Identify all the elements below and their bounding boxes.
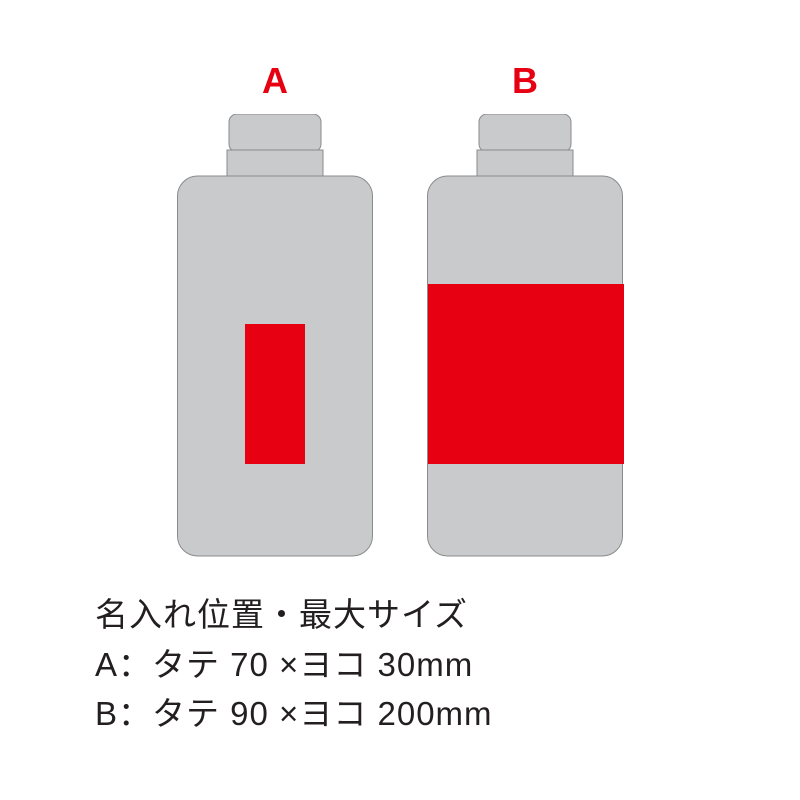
figure-area: A B (0, 0, 800, 580)
bottle-group-a: A (170, 60, 380, 564)
label-a: A (170, 60, 380, 102)
print-area-b (428, 284, 624, 464)
label-b: B (420, 60, 630, 102)
bottle-b-svg (420, 114, 630, 564)
print-area-a (245, 324, 305, 464)
bottle-group-b: B (420, 60, 630, 564)
caption-line-2: A：タテ 70 ×ヨコ 30mm (95, 640, 493, 690)
bottle-a-svg (170, 114, 380, 564)
caption-area: 名入れ位置・最大サイズ A：タテ 70 ×ヨコ 30mm B：タテ 90 ×ヨコ… (95, 590, 493, 739)
caption-line-1: 名入れ位置・最大サイズ (95, 590, 493, 640)
caption-line-3: B：タテ 90 ×ヨコ 200mm (95, 689, 493, 739)
